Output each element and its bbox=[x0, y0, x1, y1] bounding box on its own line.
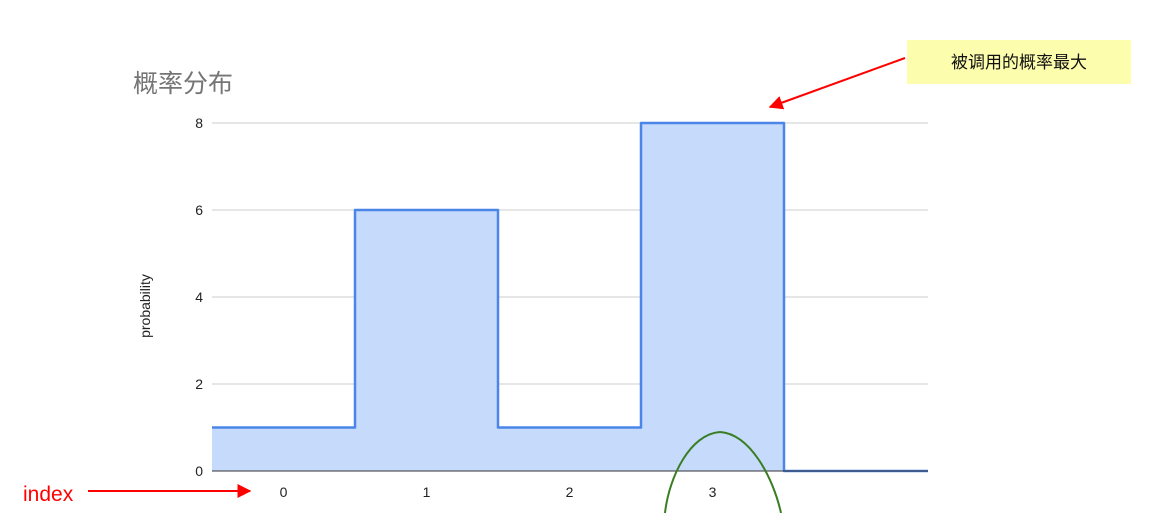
gridlines bbox=[212, 122, 928, 385]
series-line bbox=[212, 121, 928, 473]
y-axis-label: probability bbox=[137, 274, 153, 338]
x-tick-label: 3 bbox=[709, 484, 717, 500]
y-tick-labels: 0 2 4 6 8 bbox=[195, 115, 203, 479]
callout-text: 被调用的概率最大 bbox=[951, 53, 1087, 73]
callout-arrow bbox=[768, 57, 906, 110]
y-tick-label: 0 bbox=[195, 463, 203, 479]
highlight-ellipse bbox=[664, 430, 782, 513]
y-tick-label: 4 bbox=[195, 289, 203, 305]
chart-title: 概率分布 bbox=[133, 69, 233, 98]
y-tick-label: 2 bbox=[195, 376, 203, 392]
y-tick-label: 6 bbox=[195, 202, 203, 218]
callout-box bbox=[907, 40, 1131, 84]
index-label: index bbox=[23, 483, 74, 506]
x-tick-label: 0 bbox=[280, 484, 288, 500]
x-tick-label: 2 bbox=[566, 484, 574, 500]
y-tick-label: 8 bbox=[195, 115, 203, 131]
x-tick-labels: 0 1 2 3 bbox=[280, 484, 717, 500]
x-tick-label: 1 bbox=[423, 484, 431, 500]
